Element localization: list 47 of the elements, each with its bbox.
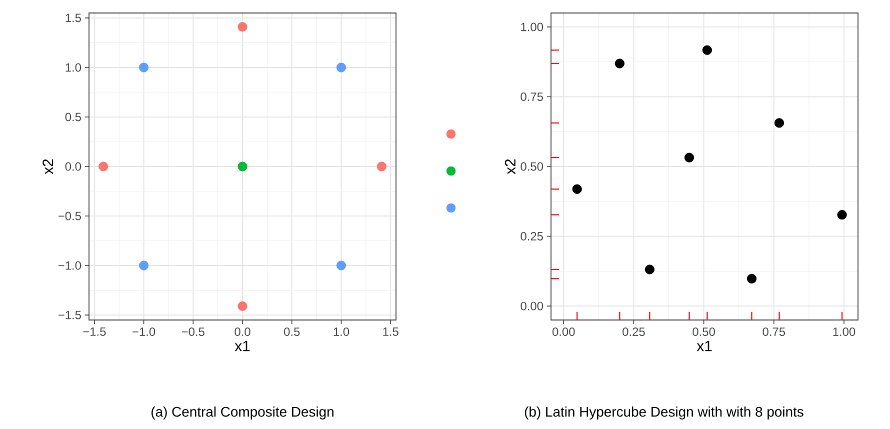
point: [336, 62, 346, 72]
point: [98, 162, 108, 172]
point: [238, 301, 248, 311]
x-tick-label: 1.5: [383, 328, 398, 336]
y-tick-label: 0.25: [520, 232, 543, 240]
y-tick-label: 0.50: [520, 162, 544, 171]
point: [238, 162, 248, 172]
y-axis-title: x2: [504, 159, 516, 174]
x-tick-label: −0.5: [182, 328, 204, 336]
point: [138, 62, 149, 72]
x-tick-label: 1.00: [833, 328, 856, 336]
y-tick-label: 0.5: [65, 112, 81, 122]
y-tick-label: 0.75: [520, 92, 543, 101]
point: [684, 152, 694, 162]
x-tick-label: 0.00: [552, 328, 575, 336]
y-tick-label: 1.0: [66, 63, 82, 72]
point: [702, 45, 712, 55]
point: [138, 260, 149, 270]
y-tick-label: 1.00: [521, 22, 544, 32]
y-tick-label: 0.0: [65, 162, 82, 171]
x-tick-label: 0.5: [284, 328, 300, 336]
text: (b) Latin Hypercube Design with with 8 points: [524, 406, 804, 420]
x-tick-label: −1.0: [132, 328, 156, 336]
x-tick-label: 0.25: [622, 328, 645, 336]
point: [336, 260, 346, 270]
point: [644, 264, 654, 274]
point: [376, 162, 386, 172]
point: [614, 58, 624, 68]
x-tick-label: 0.50: [692, 328, 715, 336]
point: [837, 210, 847, 220]
point: [746, 274, 757, 284]
x-tick-label: 1.0: [334, 328, 350, 336]
x-tick-label: −1.5: [83, 328, 106, 336]
x-axis-title: x1: [234, 340, 250, 352]
x-tick-label: 0.75: [762, 328, 786, 336]
point: [572, 184, 582, 194]
point: [238, 22, 248, 32]
y-tick-label: −0.5: [58, 212, 81, 220]
y-tick-label: 1.5: [66, 14, 81, 22]
point: [774, 118, 784, 128]
y-tick-label: 0.00: [520, 302, 544, 310]
y-axis-title: x2: [42, 159, 54, 174]
text: (a) Central Composite Design: [152, 406, 334, 420]
y-tick-label: −1.5: [58, 310, 81, 320]
y-tick-label: −1.0: [58, 261, 82, 270]
x-axis-title: x1: [696, 340, 712, 352]
x-tick-label: 0.0: [234, 328, 250, 336]
